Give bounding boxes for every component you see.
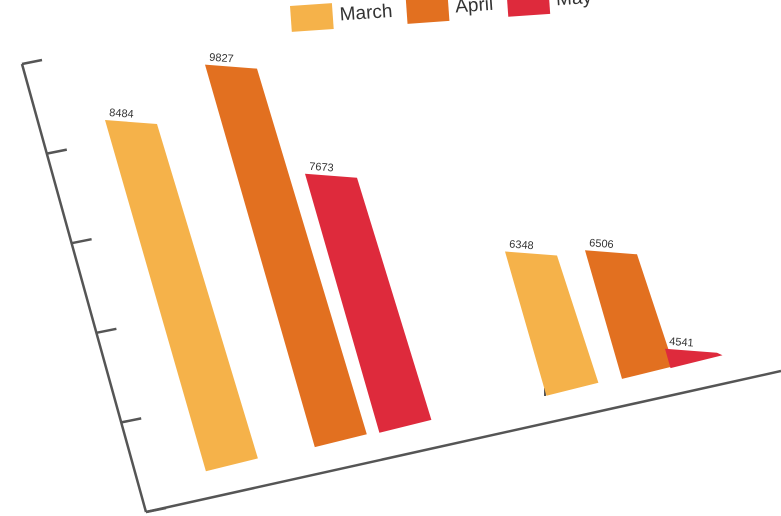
bar-april-2 bbox=[585, 250, 674, 379]
data-label-april-1: 9827 bbox=[209, 52, 234, 66]
legend-label-may: May bbox=[555, 0, 592, 11]
y-axis bbox=[20, 63, 148, 513]
y-axis-tick bbox=[46, 148, 68, 155]
y-axis-tick bbox=[145, 506, 167, 514]
bar-april-1 bbox=[205, 64, 367, 448]
bar-may-2 bbox=[665, 348, 723, 369]
legend-label-march: March bbox=[339, 0, 394, 26]
legend-swatch-may bbox=[506, 0, 550, 17]
bar-march-1 bbox=[105, 120, 258, 472]
axis-ticks bbox=[21, 58, 546, 514]
legend-swatch-april bbox=[405, 0, 450, 24]
y-axis-tick bbox=[96, 327, 117, 335]
y-axis-tick bbox=[120, 417, 142, 424]
bar-march-2 bbox=[505, 251, 599, 396]
legend-swatch-march bbox=[290, 3, 334, 32]
data-label-april-2: 6506 bbox=[589, 237, 614, 251]
data-label-march-1: 8484 bbox=[109, 107, 134, 121]
data-label-may-1: 7673 bbox=[309, 161, 334, 175]
legend-label-april: April bbox=[454, 0, 494, 18]
bar-may-1 bbox=[305, 173, 432, 433]
data-label-may-2: 4541 bbox=[669, 336, 694, 350]
bars: 8484 9827 7673 6348 6506 4541 bbox=[105, 52, 723, 472]
data-label-march-2: 6348 bbox=[509, 239, 534, 253]
y-axis-tick bbox=[21, 58, 43, 66]
y-axis-tick bbox=[71, 237, 92, 245]
x-axis bbox=[145, 369, 781, 514]
